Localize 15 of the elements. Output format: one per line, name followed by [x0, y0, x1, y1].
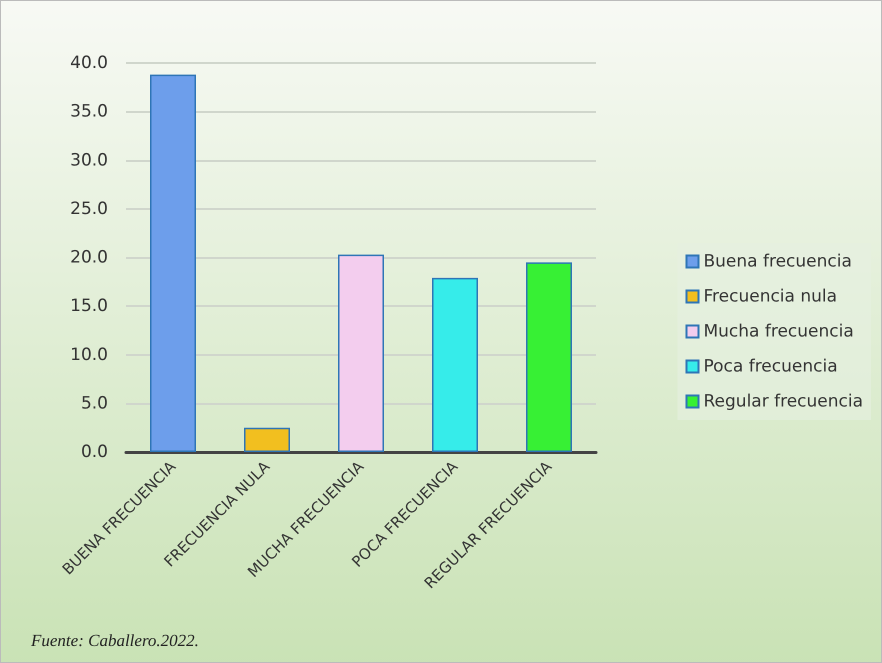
y-tick-label: 35.0: [70, 102, 108, 122]
y-tick-label: 5.0: [80, 393, 108, 414]
y-tick-label: 25.0: [70, 198, 108, 219]
legend-label: Regular frecuencia: [703, 392, 864, 412]
y-tick-label: 30.0: [70, 150, 108, 170]
y-tick-label: 15.0: [70, 296, 108, 316]
y-tick-label: 40.0: [70, 53, 108, 73]
legend-label: Poca frecuencia: [703, 356, 838, 376]
y-tick-label: 20.0: [70, 248, 108, 268]
y-tick-label: 0.0: [80, 442, 108, 462]
legend-label: Buena frecuencia: [703, 252, 852, 272]
legend-label: Mucha frecuencia: [703, 322, 854, 342]
legend-label: Frecuencia nula: [703, 286, 838, 306]
y-tick-label: 10.0: [70, 344, 108, 365]
source-note: Fuente: Caballero.2022.: [31, 631, 199, 651]
